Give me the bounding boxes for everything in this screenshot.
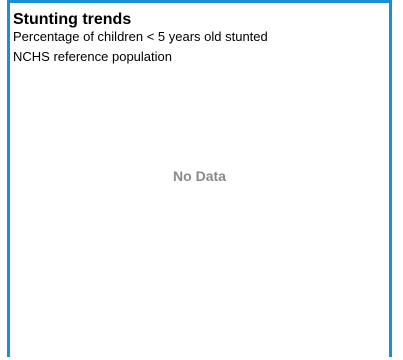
chart-title: Stunting trends xyxy=(13,11,132,28)
no-data-message: No Data xyxy=(173,168,226,184)
chart-subtitle-reference: NCHS reference population xyxy=(13,49,172,64)
chart-panel: Stunting trends Percentage of children <… xyxy=(7,0,392,357)
chart-subtitle: Percentage of children < 5 years old stu… xyxy=(13,29,268,44)
